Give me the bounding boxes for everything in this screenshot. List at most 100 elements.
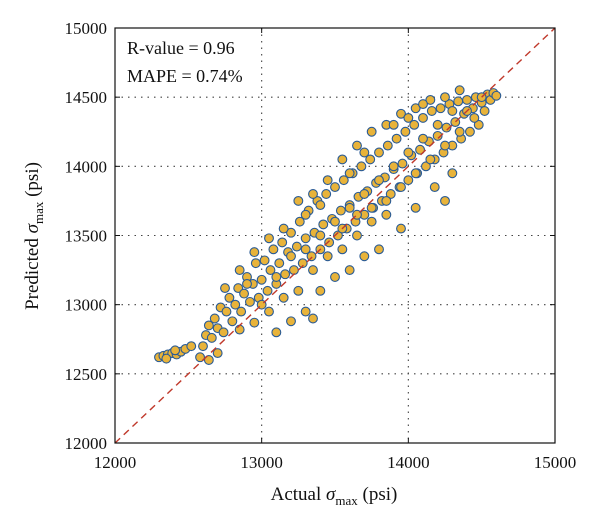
data-point — [300, 209, 311, 220]
data-point — [381, 195, 392, 206]
data-point — [280, 269, 291, 280]
data-point — [308, 313, 318, 324]
data-point — [274, 258, 285, 269]
data-point — [396, 182, 406, 193]
data-point — [271, 327, 282, 338]
data-point — [410, 168, 421, 179]
data-point — [297, 258, 308, 269]
data-point — [491, 90, 502, 101]
y-tick-label: 15000 — [65, 19, 108, 38]
data-point — [221, 306, 232, 317]
data-point — [359, 147, 370, 158]
data-point — [403, 112, 414, 123]
data-point — [409, 119, 420, 130]
data-point — [233, 283, 244, 294]
data-point — [332, 230, 343, 241]
data-point — [382, 140, 393, 151]
data-point — [403, 147, 414, 158]
x-tick-label: 13000 — [240, 453, 283, 472]
data-point — [300, 233, 311, 244]
data-point — [218, 327, 229, 338]
data-point — [236, 306, 247, 317]
y-tick-label: 14500 — [65, 88, 108, 107]
data-point — [268, 244, 279, 255]
data-point — [432, 130, 443, 141]
data-point — [293, 285, 304, 296]
data-point — [209, 313, 220, 324]
x-tick-label: 12000 — [94, 453, 137, 472]
r-value-annotation: R-value = 0.96 — [127, 38, 235, 58]
data-point — [170, 345, 181, 356]
data-point — [410, 202, 421, 213]
data-point — [291, 241, 302, 252]
data-point — [352, 140, 362, 151]
data-point — [234, 324, 245, 335]
y-tick-label: 12500 — [65, 365, 108, 384]
data-point — [265, 265, 276, 276]
data-point — [220, 283, 230, 294]
data-point — [388, 119, 399, 130]
data-point — [195, 352, 206, 363]
y-tick-label: 14000 — [65, 157, 108, 176]
data-point — [447, 106, 458, 116]
data-point — [374, 147, 384, 158]
data-point — [244, 296, 255, 307]
data-point — [322, 175, 333, 186]
data-point — [249, 317, 260, 328]
data-point — [344, 168, 355, 179]
data-point — [322, 251, 333, 262]
data-point — [366, 126, 377, 137]
data-point — [308, 265, 318, 276]
data-point — [203, 355, 214, 365]
x-axis-title: Actual σmax (psi) — [271, 484, 398, 508]
data-point — [425, 154, 436, 165]
data-point — [186, 341, 197, 352]
data-point — [429, 182, 440, 193]
y-tick-label: 13000 — [65, 296, 108, 315]
data-point — [337, 154, 348, 165]
data-point — [278, 223, 289, 234]
data-point — [288, 265, 299, 276]
data-point — [315, 285, 326, 296]
data-point — [300, 244, 311, 255]
data-point — [454, 126, 465, 137]
mape-annotation: MAPE = 0.74% — [127, 66, 243, 86]
data-point — [344, 202, 355, 213]
data-point — [454, 85, 465, 96]
data-point — [278, 292, 289, 303]
data-point — [464, 126, 475, 137]
data-point — [286, 251, 296, 262]
data-point — [203, 320, 214, 331]
data-points — [154, 85, 502, 365]
data-point — [391, 133, 402, 144]
y-tick-label: 13500 — [65, 227, 108, 246]
data-point — [264, 233, 274, 244]
data-point — [469, 112, 480, 123]
data-point — [420, 161, 431, 172]
data-point — [300, 306, 311, 317]
tick-labels: 12000 13000 14000 15000 12000 12500 13000 13500… — [65, 19, 577, 472]
data-point — [374, 175, 384, 186]
data-point — [256, 274, 267, 285]
data-point — [432, 119, 443, 130]
data-point — [426, 106, 437, 116]
x-tick-label: 15000 — [534, 453, 577, 472]
reference-line-y-equals-x — [114, 27, 556, 444]
data-point — [321, 189, 332, 199]
data-point — [440, 140, 450, 151]
data-point — [453, 96, 464, 107]
data-point — [440, 195, 450, 206]
data-point — [479, 106, 490, 116]
data-point — [264, 306, 274, 317]
data-point — [330, 216, 340, 227]
data-point — [315, 230, 326, 241]
data-point — [396, 108, 406, 119]
data-point — [277, 237, 288, 248]
data-point — [224, 292, 235, 303]
data-point — [161, 353, 172, 364]
x-tick-label: 14000 — [387, 453, 430, 472]
data-point — [198, 341, 208, 352]
data-point — [308, 189, 318, 199]
data-point — [359, 251, 370, 262]
